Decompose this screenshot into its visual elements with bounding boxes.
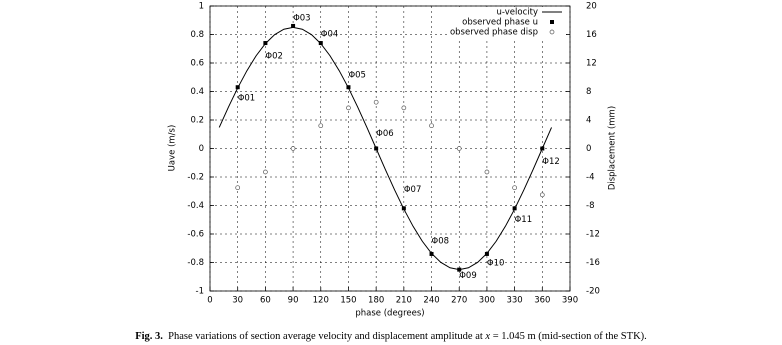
y-tick-label: 0 [199, 144, 204, 154]
y2-tick-label: -12 [586, 230, 600, 240]
point [318, 41, 323, 46]
point-label: Φ06 [376, 129, 394, 139]
caption-text: Phase variations of section average velo… [168, 331, 483, 342]
point [512, 185, 517, 191]
x-tick-label: 150 [340, 296, 356, 306]
y2-axis-label: Displacement (mm) [608, 106, 618, 190]
y2-tick-label: 0 [586, 144, 591, 154]
y2-tick-label: -16 [586, 258, 600, 268]
x-tick-label: 60 [260, 296, 271, 306]
x-tick-label: 30 [232, 296, 243, 306]
y-tick-label: -0.6 [187, 230, 204, 240]
point [484, 169, 490, 175]
point-label: Φ10 [487, 258, 505, 268]
point [429, 251, 434, 256]
point-label: Φ01 [238, 94, 256, 104]
y-tick-label: -1 [196, 287, 204, 297]
y2-tick-label: -4 [586, 173, 594, 183]
point [540, 146, 545, 151]
y-axis-label: Uave (m/s) [168, 125, 178, 172]
y2-tick-label: 20 [586, 2, 597, 12]
x-axis-label: phase (degrees) [355, 309, 424, 319]
x-tick-label: 0 [207, 296, 212, 306]
plot-frame [209, 5, 571, 292]
point [346, 85, 351, 90]
y-tick-label: 1 [199, 2, 204, 12]
point-label: Φ07 [404, 185, 422, 195]
point [539, 192, 545, 198]
point [429, 123, 434, 129]
x-tick-label: 120 [313, 296, 329, 306]
point [457, 267, 462, 272]
point [318, 123, 324, 129]
point [374, 146, 379, 151]
point-label: Φ11 [515, 215, 533, 225]
point-label: Φ03 [293, 13, 311, 23]
y-tick-label: 0.4 [190, 87, 204, 97]
y2-tick-label: -20 [586, 287, 600, 297]
point [373, 99, 379, 105]
x-tick-label: 90 [288, 296, 299, 306]
y2-tick-label: 8 [586, 87, 591, 97]
point-label: Φ08 [432, 236, 450, 246]
caption: Fig. 3. Phase variations of section aver… [0, 331, 782, 342]
x-tick-label: 240 [423, 296, 439, 306]
point-label: Φ12 [542, 157, 560, 167]
y-tick-label: -0.4 [187, 201, 204, 211]
point-label: Φ02 [265, 52, 283, 62]
y-tick-label: 0.6 [190, 59, 204, 69]
y-tick-label: -0.2 [187, 173, 204, 183]
x-tick-label: 330 [506, 296, 522, 306]
legend-label: observed phase disp [450, 28, 538, 38]
legend-symbol [549, 29, 555, 35]
x-tick-label: 180 [368, 296, 384, 306]
y2-tick-label: 4 [586, 116, 591, 126]
point [346, 105, 351, 111]
x-tick-label: 390 [562, 296, 578, 306]
y-tick-label: -0.8 [187, 258, 204, 268]
point [484, 251, 489, 256]
point [263, 41, 268, 46]
point [512, 206, 517, 211]
x-tick-label: 210 [396, 296, 412, 306]
y2-tick-label: 16 [586, 30, 597, 40]
legend-symbol [550, 20, 554, 24]
x-tick-label: 360 [534, 296, 550, 306]
chart: Uave (m/s) Displacement (mm) phase (degr… [168, 2, 618, 319]
y-tick-label: 0.2 [190, 116, 204, 126]
point [235, 85, 240, 90]
point [290, 146, 296, 151]
caption-variable: x [485, 331, 491, 342]
legend-label: observed phase u [462, 18, 538, 28]
point [235, 185, 241, 191]
point [401, 206, 406, 211]
caption-text: = 1.045 m (mid-section of the STK). [492, 331, 647, 342]
legend-label: u-velocity [497, 8, 538, 18]
line [218, 26, 552, 271]
caption-label: Fig. 3. [135, 331, 163, 342]
point-label: Φ09 [459, 271, 477, 281]
y-tick-label: 0.8 [190, 30, 204, 40]
point [291, 23, 296, 28]
point-label: Φ05 [348, 71, 366, 81]
point [401, 105, 407, 111]
x-tick-label: 300 [479, 296, 495, 306]
point [456, 146, 462, 151]
y2-tick-label: -8 [586, 201, 594, 211]
point [263, 169, 268, 175]
y2-tick-label: 12 [586, 59, 597, 69]
point-label: Φ04 [321, 30, 339, 40]
x-tick-label: 270 [451, 296, 467, 306]
